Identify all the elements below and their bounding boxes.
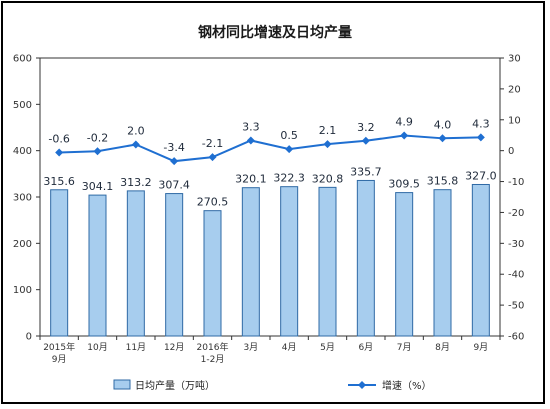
left-tick-label: 400 — [13, 146, 32, 157]
bar-value-label: 270.5 — [197, 196, 229, 209]
growth-line — [59, 134, 481, 163]
legend-bar-swatch — [113, 379, 131, 390]
bar — [165, 193, 184, 337]
line-value-label: 4.9 — [395, 116, 413, 129]
left-tick-label: 600 — [13, 54, 32, 65]
bar — [50, 189, 69, 337]
left-axis: 0 100 200 300 400 500 600 — [13, 54, 40, 343]
line-point — [361, 136, 370, 145]
bar — [280, 186, 299, 337]
bar-value-label: 320.8 — [312, 172, 344, 185]
bar-value-label: 327.0 — [465, 169, 497, 182]
bar — [88, 194, 107, 337]
x-tick-label: 4月 — [282, 342, 297, 353]
line-point — [131, 140, 140, 149]
x-tick-label: 2015年 — [43, 341, 75, 353]
bar-value-label: 322.3 — [273, 172, 305, 185]
chart-title: 钢材同比增速及日均产量 — [198, 24, 352, 41]
line-value-label: 2.0 — [127, 124, 145, 137]
line-value-label: -0.2 — [87, 131, 108, 144]
bar — [471, 183, 490, 337]
line-point — [93, 147, 102, 156]
x-tick-label: 10月 — [87, 342, 107, 353]
right-tick-label: 0 — [508, 146, 514, 157]
line-value-label: 0.5 — [280, 129, 298, 142]
line-value-label: -3.4 — [163, 141, 184, 154]
bar — [241, 187, 260, 337]
left-tick-label: 100 — [13, 285, 32, 296]
left-tick-label: 200 — [13, 239, 32, 250]
legend-bar-label: 日均产量（万吨） — [135, 379, 215, 392]
line-value-label: 3.2 — [357, 121, 375, 134]
x-tick-label: 8月 — [435, 342, 450, 353]
left-tick-label: 0 — [26, 332, 32, 343]
x-tick-label: 6月 — [358, 342, 373, 353]
line-point — [438, 134, 447, 143]
x-tick-label: 3月 — [243, 342, 258, 353]
line-point — [208, 153, 217, 162]
left-tick-label: 500 — [13, 100, 32, 111]
bar — [433, 189, 452, 337]
bar-value-label: 307.4 — [158, 179, 190, 192]
left-tick-label: 300 — [13, 193, 32, 204]
bar-value-label: 320.1 — [235, 173, 267, 186]
x-tick-label: 9月 — [473, 342, 488, 353]
bar — [395, 192, 414, 337]
bar-value-label: 335.7 — [350, 165, 382, 178]
line-point — [323, 140, 332, 149]
bar-value-label: 315.6 — [43, 175, 75, 188]
line-point — [285, 145, 294, 154]
line-point — [400, 131, 409, 140]
right-tick-label: 20 — [508, 84, 521, 95]
line-point — [476, 133, 485, 142]
bar-value-label: 315.8 — [427, 175, 459, 188]
bar-labels: 315.6 304.1 313.2 307.4 270.5 320.1 322.3 320.8… — [43, 165, 496, 208]
right-tick-label: 10 — [508, 115, 521, 126]
line-point — [246, 136, 255, 145]
right-tick-label: -40 — [508, 270, 524, 281]
right-axis: -60 -50 -40 -30 -20 -10 0 10 20 30 — [500, 54, 524, 343]
right-tick-label: -20 — [508, 208, 524, 219]
line-point — [170, 157, 179, 166]
line-value-label: 4.0 — [434, 118, 452, 131]
x-tick-label: 7月 — [397, 342, 412, 353]
line-value-label: -0.6 — [48, 133, 69, 146]
legend-line-marker — [358, 381, 366, 389]
bar-series — [50, 179, 490, 337]
bar-value-label: 304.1 — [82, 180, 114, 193]
plot-area — [39, 57, 501, 337]
x-tick-label: 11月 — [126, 342, 146, 353]
plot-border — [39, 57, 501, 337]
right-tick-label: -10 — [508, 177, 524, 188]
line-series — [55, 131, 485, 166]
line-value-label: 2.1 — [319, 124, 337, 137]
x-tick-label: 12月 — [164, 342, 184, 353]
line-value-label: 4.3 — [472, 117, 490, 130]
right-tick-label: 30 — [508, 54, 521, 65]
x-tick-label: 9月 — [52, 354, 67, 365]
right-tick-label: -30 — [508, 239, 524, 250]
bar — [318, 186, 337, 337]
line-labels: -0.6 -0.2 2.0 -3.4 -2.1 3.3 0.5 2.1 3.2 4.9 4.0 4.3 — [48, 116, 489, 155]
x-tick-label: 1-2月 — [201, 354, 225, 365]
line-value-label: -2.1 — [202, 137, 223, 150]
line-point — [55, 148, 64, 157]
x-tick-label: 5月 — [320, 342, 335, 353]
legend-line-label: 增速（%） — [382, 379, 432, 392]
bar-value-label: 313.2 — [120, 176, 152, 189]
bar — [356, 179, 375, 337]
line-value-label: 3.3 — [242, 120, 260, 133]
bar-value-label: 309.5 — [388, 178, 420, 191]
right-tick-label: -60 — [508, 332, 524, 343]
x-tick-label: 2016年 — [197, 341, 229, 353]
legend: 日均产量（万吨） 增速（%） — [113, 379, 432, 392]
right-tick-label: -50 — [508, 301, 524, 312]
bar — [126, 190, 145, 337]
bar — [203, 210, 222, 337]
